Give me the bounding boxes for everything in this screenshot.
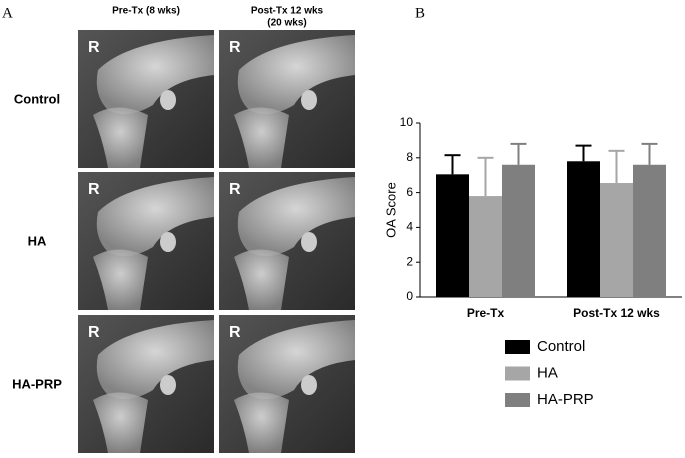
legend-swatch xyxy=(505,366,530,381)
xray-image: R xyxy=(219,172,355,310)
image-marker: R xyxy=(229,324,241,341)
patella xyxy=(160,90,176,110)
y-axis-title: OA Score xyxy=(383,182,398,238)
y-tick-label: 2 xyxy=(406,254,413,268)
bar xyxy=(469,196,502,297)
legend-label: Control xyxy=(537,338,585,355)
femur xyxy=(237,177,355,256)
tibia xyxy=(234,249,289,310)
y-tick-label: 10 xyxy=(400,115,414,129)
image-marker: R xyxy=(229,39,241,56)
tibia xyxy=(234,107,289,168)
bar xyxy=(436,174,469,297)
tibia xyxy=(234,392,289,453)
column-header: Pre-Tx (8 wks) xyxy=(112,6,180,17)
legend-swatch xyxy=(505,340,530,354)
row-label: HA xyxy=(28,233,47,248)
row-label: Control xyxy=(14,91,60,106)
femur xyxy=(96,177,214,256)
xray-image: R xyxy=(219,30,355,168)
panel-label: B xyxy=(415,5,425,21)
image-marker: R xyxy=(229,181,241,198)
xray-image: R xyxy=(78,172,214,310)
legend-label: HA xyxy=(537,364,558,381)
legend-label: HA-PRP xyxy=(537,391,594,408)
patella xyxy=(160,375,176,395)
xray-image: R xyxy=(219,315,355,453)
xray-image: R xyxy=(78,315,214,453)
column-header: Post-Tx 12 wks xyxy=(251,6,324,17)
image-marker: R xyxy=(88,181,100,198)
xray-image: R xyxy=(78,30,214,168)
bar xyxy=(567,161,600,297)
tibia xyxy=(93,249,148,310)
bar xyxy=(502,164,535,297)
x-tick-label: Pre-Tx xyxy=(467,306,505,320)
bar xyxy=(633,164,666,297)
image-marker: R xyxy=(88,324,100,341)
patella xyxy=(301,90,317,110)
y-tick-label: 4 xyxy=(406,220,413,234)
x-tick-label: Post-Tx 12 wks xyxy=(573,306,660,320)
y-tick-label: 8 xyxy=(406,150,413,164)
bar xyxy=(600,183,633,297)
femur xyxy=(237,35,355,114)
y-tick-label: 6 xyxy=(406,185,413,199)
y-tick-label: 0 xyxy=(406,289,413,303)
femur xyxy=(237,320,355,399)
femur xyxy=(96,320,214,399)
femur xyxy=(96,35,214,114)
panel-label: A xyxy=(2,5,13,21)
tibia xyxy=(93,392,148,453)
row-label: HA-PRP xyxy=(12,376,62,391)
legend-swatch xyxy=(505,393,530,407)
patella xyxy=(301,232,317,252)
tibia xyxy=(93,107,148,168)
column-header: (20 wks) xyxy=(267,18,306,29)
image-marker: R xyxy=(88,39,100,56)
patella xyxy=(160,232,176,252)
patella xyxy=(301,375,317,395)
